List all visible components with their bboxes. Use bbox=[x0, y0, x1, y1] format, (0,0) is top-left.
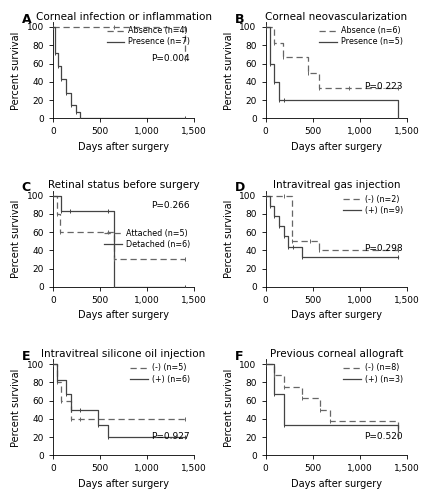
Text: P=0.927: P=0.927 bbox=[151, 432, 190, 441]
Y-axis label: Percent survival: Percent survival bbox=[223, 368, 233, 446]
Legend: (-) (n=5), (+) (n=6): (-) (n=5), (+) (n=6) bbox=[130, 364, 190, 384]
X-axis label: Days after surgery: Days after surgery bbox=[290, 479, 381, 489]
Y-axis label: Percent survival: Percent survival bbox=[223, 31, 233, 110]
Legend: (-) (n=2), (+) (n=9): (-) (n=2), (+) (n=9) bbox=[342, 195, 402, 215]
Legend: Absence (n=6), Presence (n=5): Absence (n=6), Presence (n=5) bbox=[319, 26, 402, 46]
Text: P=0.266: P=0.266 bbox=[151, 201, 190, 210]
Title: Retinal status before surgery: Retinal status before surgery bbox=[48, 180, 199, 190]
Text: P=0.004: P=0.004 bbox=[151, 54, 190, 62]
Text: P=0.223: P=0.223 bbox=[363, 82, 402, 92]
X-axis label: Days after surgery: Days after surgery bbox=[78, 310, 169, 320]
Text: A: A bbox=[22, 13, 31, 26]
Title: Corneal infection or inflammation: Corneal infection or inflammation bbox=[36, 12, 211, 22]
X-axis label: Days after surgery: Days after surgery bbox=[290, 310, 381, 320]
Text: F: F bbox=[234, 350, 243, 363]
Text: C: C bbox=[22, 182, 31, 194]
X-axis label: Days after surgery: Days after surgery bbox=[290, 142, 381, 152]
Text: E: E bbox=[22, 350, 30, 363]
Text: P=0.298: P=0.298 bbox=[363, 244, 402, 253]
Text: D: D bbox=[234, 182, 244, 194]
Title: Previous corneal allograft: Previous corneal allograft bbox=[269, 348, 402, 358]
Legend: Absence (n=4), Presence (n=7): Absence (n=4), Presence (n=7) bbox=[106, 26, 190, 46]
X-axis label: Days after surgery: Days after surgery bbox=[78, 479, 169, 489]
Title: Corneal neovascularization: Corneal neovascularization bbox=[264, 12, 406, 22]
Y-axis label: Percent survival: Percent survival bbox=[11, 368, 21, 446]
Legend: (-) (n=8), (+) (n=3): (-) (n=8), (+) (n=3) bbox=[342, 364, 402, 384]
X-axis label: Days after surgery: Days after surgery bbox=[78, 142, 169, 152]
Legend: Attached (n=5), Detached (n=6): Attached (n=5), Detached (n=6) bbox=[104, 229, 190, 249]
Title: Intravitreal gas injection: Intravitreal gas injection bbox=[272, 180, 399, 190]
Y-axis label: Percent survival: Percent survival bbox=[11, 31, 21, 110]
Y-axis label: Percent survival: Percent survival bbox=[11, 200, 21, 278]
Title: Intravitreal silicone oil injection: Intravitreal silicone oil injection bbox=[41, 348, 205, 358]
Text: B: B bbox=[234, 13, 243, 26]
Y-axis label: Percent survival: Percent survival bbox=[223, 200, 233, 278]
Text: P=0.520: P=0.520 bbox=[363, 432, 402, 441]
